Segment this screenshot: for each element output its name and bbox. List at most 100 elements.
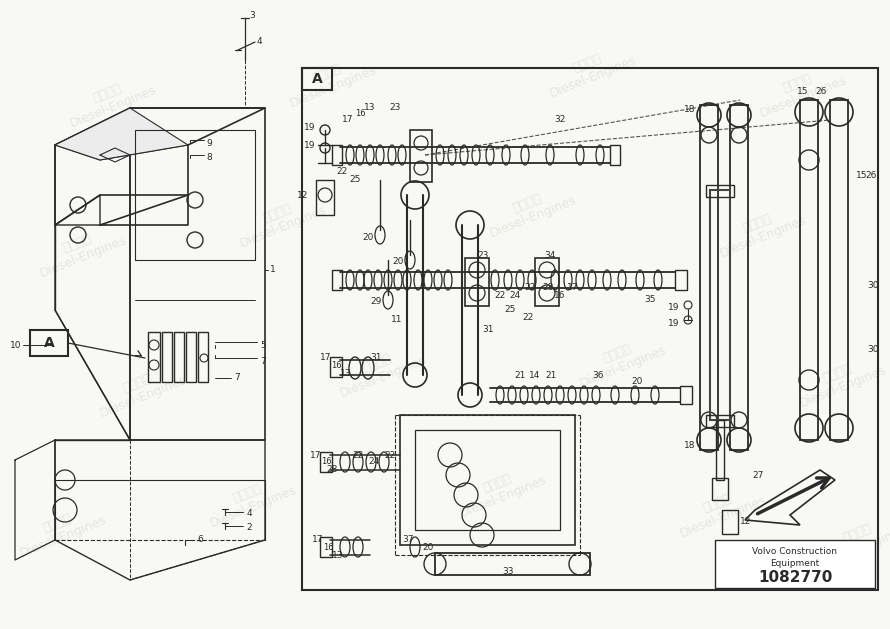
Text: 20: 20 <box>423 543 433 552</box>
Text: 12: 12 <box>296 191 308 201</box>
Bar <box>610 145 620 165</box>
Text: 24: 24 <box>509 291 521 299</box>
Bar <box>302 68 332 90</box>
Text: 29: 29 <box>370 298 382 306</box>
Text: 紫发动力
Diesel-Engines: 紫发动力 Diesel-Engines <box>542 40 638 100</box>
Bar <box>332 270 342 290</box>
Text: 26: 26 <box>815 87 827 96</box>
Text: 22: 22 <box>524 282 536 291</box>
Text: 1: 1 <box>271 265 276 274</box>
Text: 14: 14 <box>530 372 541 381</box>
Text: 22: 22 <box>522 313 534 323</box>
Text: 20: 20 <box>392 257 404 267</box>
Text: 19: 19 <box>668 304 679 313</box>
Bar <box>186 332 196 382</box>
Text: 5: 5 <box>260 340 266 350</box>
Text: 紫发动力
Diesel-Engines: 紫发动力 Diesel-Engines <box>812 509 890 571</box>
Text: 6: 6 <box>197 535 203 545</box>
Text: 13: 13 <box>332 552 344 560</box>
Bar <box>320 452 332 472</box>
Text: 19: 19 <box>303 140 315 150</box>
Text: 22: 22 <box>384 450 396 460</box>
Text: A: A <box>312 72 322 86</box>
Text: 紫发动力
Diesel-Engines: 紫发动力 Diesel-Engines <box>712 199 808 260</box>
Text: 16: 16 <box>331 362 341 370</box>
Text: 16: 16 <box>554 291 566 299</box>
Bar <box>174 332 184 382</box>
Text: 23: 23 <box>389 104 400 113</box>
Text: 3: 3 <box>249 11 255 21</box>
Bar <box>535 258 559 306</box>
Text: 紫发动力
Diesel-Engines: 紫发动力 Diesel-Engines <box>12 499 108 560</box>
Bar <box>675 270 687 290</box>
Text: 35: 35 <box>644 296 656 304</box>
Text: A: A <box>44 336 54 350</box>
Bar <box>162 332 172 382</box>
Text: 16: 16 <box>320 457 331 467</box>
Text: 17: 17 <box>320 353 332 362</box>
Text: 1082770: 1082770 <box>757 571 832 586</box>
Text: 紫发动力
Diesel-Engines: 紫发动力 Diesel-Engines <box>452 460 548 520</box>
Bar <box>830 100 848 440</box>
Text: 26: 26 <box>865 170 877 179</box>
Text: 20: 20 <box>631 377 643 386</box>
Text: 36: 36 <box>592 372 603 381</box>
Text: 紫发动力
Diesel-Engines: 紫发动力 Diesel-Engines <box>752 60 848 120</box>
Text: 紫发动力
Diesel-Engines: 紫发动力 Diesel-Engines <box>92 360 188 420</box>
Polygon shape <box>55 108 188 160</box>
Bar <box>330 357 342 377</box>
Text: 12: 12 <box>740 518 752 526</box>
Bar <box>712 478 728 500</box>
Bar <box>680 386 692 404</box>
Text: 19: 19 <box>303 123 315 131</box>
Bar <box>800 100 818 440</box>
Text: 17: 17 <box>343 116 353 125</box>
Text: 紫发动力
Diesel-Engines: 紫发动力 Diesel-Engines <box>202 470 298 530</box>
Text: 11: 11 <box>392 316 403 325</box>
Text: 24: 24 <box>368 457 380 467</box>
Text: 7: 7 <box>234 374 240 382</box>
Text: 25: 25 <box>349 175 360 184</box>
Bar <box>722 510 738 534</box>
Text: 10: 10 <box>11 340 21 350</box>
Text: 28: 28 <box>327 465 337 474</box>
Text: 18: 18 <box>684 440 695 450</box>
Text: 21: 21 <box>546 372 556 381</box>
Text: Equipment: Equipment <box>771 559 820 567</box>
Text: 17: 17 <box>567 282 579 291</box>
Bar <box>400 415 575 545</box>
Text: 15: 15 <box>797 87 809 96</box>
Text: 27: 27 <box>752 470 764 479</box>
Text: 21: 21 <box>514 372 526 381</box>
Text: 13: 13 <box>364 103 376 111</box>
Text: 22: 22 <box>336 167 348 177</box>
Text: 37: 37 <box>402 535 414 545</box>
Text: 33: 33 <box>502 567 514 576</box>
Bar <box>332 145 342 165</box>
Bar <box>316 180 334 215</box>
Bar <box>715 540 875 588</box>
Text: 13: 13 <box>340 369 352 379</box>
Text: 紫发动力
Diesel-Engines: 紫发动力 Diesel-Engines <box>32 220 128 281</box>
Text: 15: 15 <box>856 170 868 179</box>
Text: 23: 23 <box>477 250 489 260</box>
Text: 17: 17 <box>312 535 324 545</box>
Text: 34: 34 <box>545 250 555 260</box>
Text: 22: 22 <box>494 291 506 299</box>
Text: 4: 4 <box>256 38 262 47</box>
Text: 16: 16 <box>355 108 365 118</box>
Text: 4: 4 <box>247 509 252 518</box>
Text: 25: 25 <box>505 306 515 314</box>
Bar <box>410 130 432 182</box>
Bar <box>706 415 734 427</box>
Text: 16: 16 <box>323 543 334 552</box>
Bar <box>320 537 332 557</box>
Text: 紫发动力
Diesel-Engines: 紫发动力 Diesel-Engines <box>332 340 428 400</box>
Text: 28: 28 <box>542 282 554 291</box>
Text: 18: 18 <box>684 106 695 114</box>
Text: 30: 30 <box>867 345 878 355</box>
Bar <box>415 430 560 530</box>
Text: 31: 31 <box>370 353 382 362</box>
Text: 紫发动力
Diesel-Engines: 紫发动力 Diesel-Engines <box>572 330 668 391</box>
Text: Volvo Construction: Volvo Construction <box>753 547 837 557</box>
